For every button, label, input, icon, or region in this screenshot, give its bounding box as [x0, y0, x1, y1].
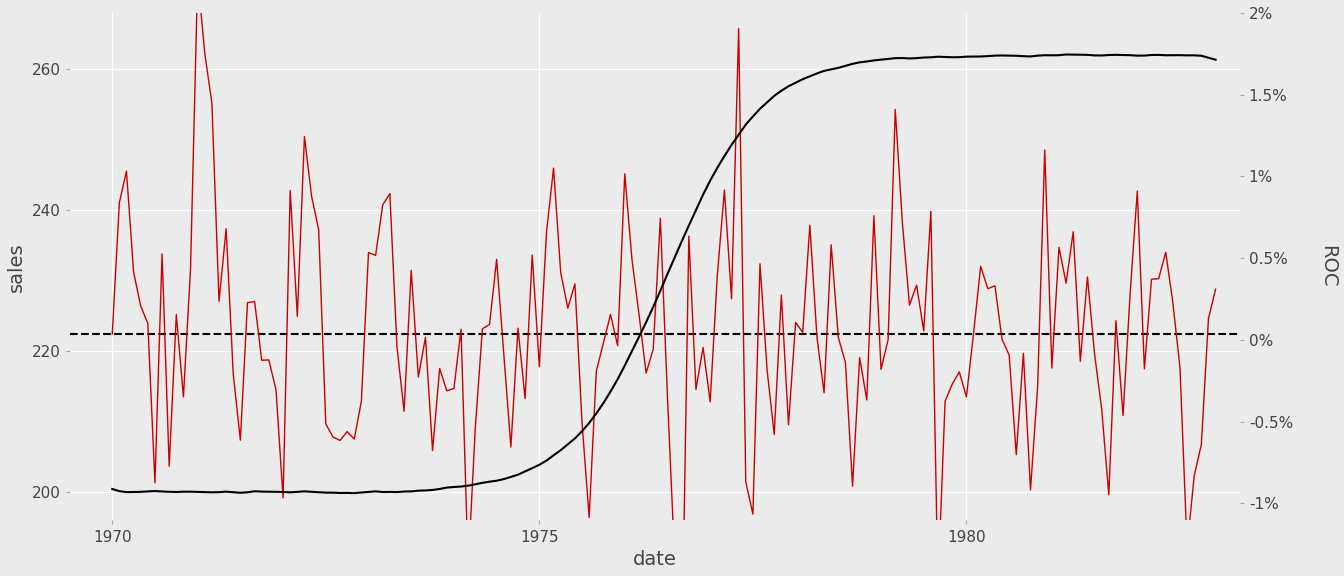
X-axis label: date: date: [633, 550, 676, 569]
Y-axis label: sales: sales: [7, 242, 26, 291]
Y-axis label: ROC: ROC: [1318, 245, 1337, 288]
